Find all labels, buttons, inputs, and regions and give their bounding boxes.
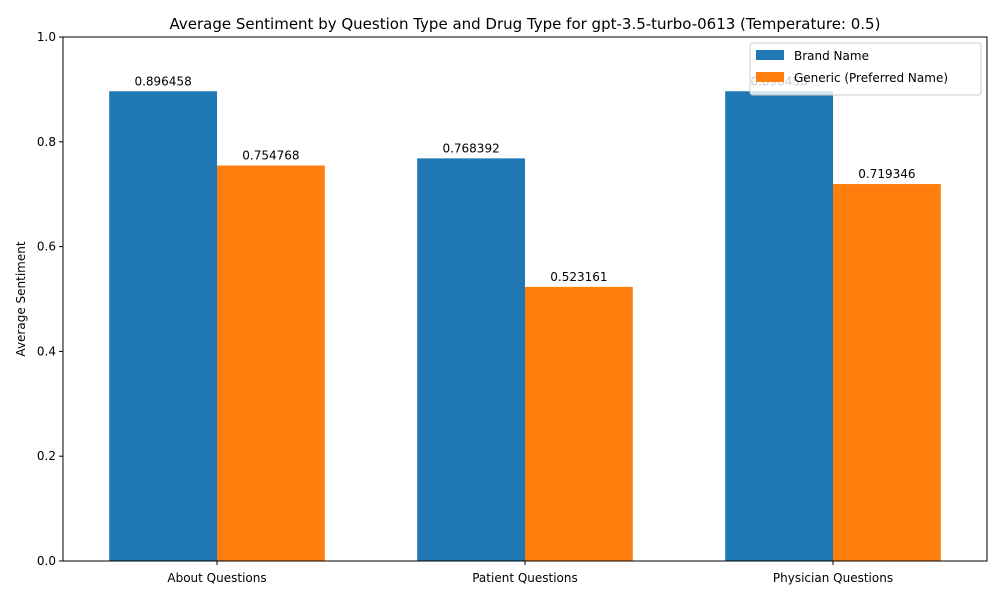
x-tick-label: Patient Questions [472,571,578,585]
legend-swatch [756,50,784,60]
y-tick-label: 1.0 [37,30,56,44]
bar-brand-name-1 [109,91,217,561]
data-label: 0.754768 [242,149,299,163]
data-label: 0.523161 [550,270,607,284]
y-tick-label: 0.6 [37,240,56,254]
legend-label: Brand Name [794,49,869,63]
plot-frame [62,36,988,562]
y-tick-label: 0.8 [37,135,56,149]
legend-swatch [756,72,784,82]
legend-label: Generic (Preferred Name) [794,71,948,85]
chart-title: Average Sentiment by Question Type and D… [170,15,881,33]
bar-generic-2 [525,286,633,561]
bar-generic-3 [833,184,941,562]
bar-brand-name-3 [725,91,833,561]
y-tick-label: 0.0 [37,554,56,568]
x-tick-label: About Questions [167,571,266,585]
x-tick-label: Physician Questions [773,571,893,585]
data-label: 0.768392 [442,141,499,155]
legend: Brand Name Generic (Preferred Name) [749,42,982,96]
bar-generic-1 [217,165,325,561]
data-label: 0.719346 [858,167,915,181]
data-label: 0.896458 [134,74,191,88]
y-tick-label: 0.2 [37,449,56,463]
bar-brand-name-2 [417,158,525,561]
y-axis-label: Average Sentiment [14,241,28,356]
legend-box [749,42,982,96]
y-tick-label: 0.4 [37,344,56,358]
